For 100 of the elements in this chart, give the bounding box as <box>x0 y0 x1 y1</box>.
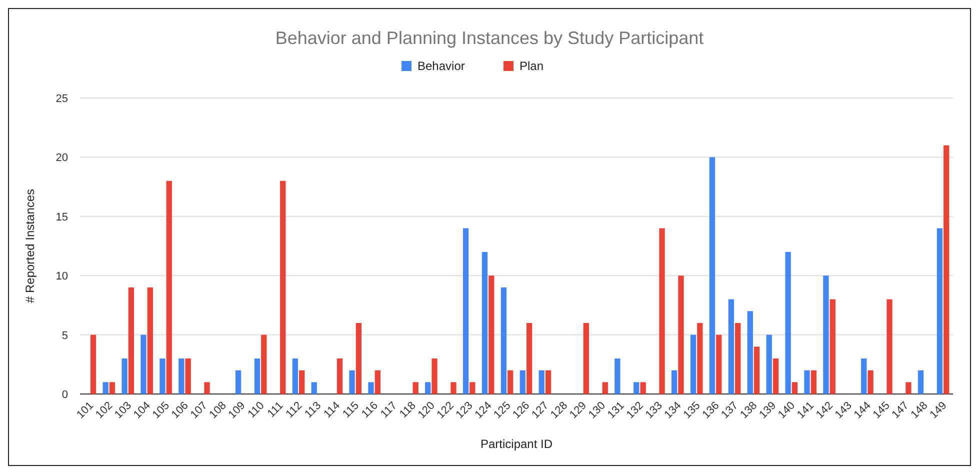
x-tick-label: 108 <box>207 400 229 422</box>
x-tick-label: 101 <box>74 400 96 422</box>
x-tick-label: 141 <box>795 400 816 422</box>
x-tick-label: 110 <box>246 400 267 421</box>
x-tick-label: 131 <box>605 400 627 422</box>
x-tick-label: 135 <box>681 400 703 422</box>
x-tick-label: 106 <box>169 400 191 422</box>
y-tick-label: 15 <box>56 211 68 224</box>
x-tick-label: 102 <box>94 400 116 422</box>
x-tick-label: 114 <box>322 400 343 421</box>
x-axis-title: Participant ID <box>480 437 553 451</box>
bar <box>671 370 678 394</box>
bar <box>785 252 791 394</box>
bar <box>861 358 867 394</box>
bar <box>109 382 116 394</box>
bar <box>292 358 298 394</box>
bar <box>90 334 96 394</box>
bar <box>602 382 608 394</box>
bar <box>462 228 469 394</box>
bar <box>830 299 836 394</box>
bar <box>792 382 798 394</box>
y-tick-label: 20 <box>56 152 68 164</box>
bar <box>311 382 317 394</box>
x-tick-label: 122 <box>434 400 456 422</box>
y-tick-label: 0 <box>62 389 68 401</box>
bar <box>728 299 734 394</box>
x-tick-label: 103 <box>112 400 134 422</box>
x-tick-label: 132 <box>624 400 646 422</box>
x-tick-label: 134 <box>662 400 684 422</box>
x-tick-label: 118 <box>397 400 418 421</box>
x-tick-label: 120 <box>416 400 438 422</box>
x-tick-label: 143 <box>832 400 854 422</box>
x-tick-label: 109 <box>226 400 248 422</box>
bar <box>810 370 817 394</box>
bar <box>178 358 184 394</box>
bar <box>412 382 418 394</box>
x-tick-label: 130 <box>586 400 608 422</box>
bar <box>526 322 532 394</box>
x-tick-label: 140 <box>776 400 798 422</box>
bar <box>280 180 286 394</box>
bar <box>254 358 260 394</box>
x-tick-label: 127 <box>530 400 552 422</box>
bar <box>185 358 191 394</box>
bar <box>349 370 355 394</box>
x-tick-label: 133 <box>643 400 665 422</box>
bar <box>640 382 646 394</box>
bar <box>520 370 526 394</box>
x-tick-label: 139 <box>757 400 779 422</box>
bar <box>500 287 507 394</box>
bar <box>868 370 874 394</box>
x-tick-label: 112 <box>284 400 305 421</box>
x-tick-label: 144 <box>852 400 874 422</box>
bar <box>936 228 943 394</box>
bar <box>160 358 166 394</box>
bar <box>235 370 242 394</box>
bar <box>886 299 892 394</box>
x-tick-label: 113 <box>302 400 324 421</box>
legend-label: Plan <box>520 59 544 73</box>
bar <box>823 276 829 394</box>
x-tick-label: 128 <box>548 400 570 422</box>
y-axis-title: # Reported Instances <box>23 188 37 304</box>
bar <box>754 346 760 394</box>
bar <box>538 370 544 394</box>
x-tick-label: 126 <box>510 400 532 422</box>
bar <box>147 287 153 394</box>
x-tick-label: 107 <box>188 400 210 422</box>
x-tick-label: 116 <box>360 400 380 421</box>
bar <box>166 180 172 394</box>
x-tick-label: 123 <box>454 400 476 422</box>
bar <box>583 322 590 394</box>
x-tick-label: 124 <box>472 400 494 422</box>
bar <box>482 252 488 394</box>
bar <box>128 287 134 394</box>
x-tick-label: 148 <box>908 400 930 422</box>
bar <box>204 382 210 394</box>
bar <box>735 322 741 394</box>
bar <box>368 382 374 394</box>
bar <box>470 382 476 394</box>
bar <box>261 334 267 394</box>
x-tick-label: 117 <box>378 400 400 421</box>
bar <box>906 382 912 394</box>
bar <box>102 382 108 394</box>
bar <box>432 358 438 394</box>
x-tick-label: 105 <box>150 400 172 422</box>
bar <box>614 358 620 394</box>
x-tick-label: 137 <box>719 400 741 422</box>
x-tick-label: 115 <box>340 400 362 421</box>
y-tick-label: 10 <box>56 270 68 283</box>
bar <box>508 370 514 394</box>
x-tick-label: 145 <box>870 400 892 422</box>
bar <box>659 228 665 394</box>
bar <box>425 382 431 394</box>
x-tick-label: 104 <box>131 400 153 422</box>
bar <box>918 370 924 394</box>
bar <box>488 276 494 394</box>
chart-title: Behavior and Planning Instances by Study Participant <box>275 28 704 48</box>
x-tick-label: 138 <box>738 400 760 422</box>
bar <box>356 322 362 394</box>
bar <box>140 334 146 394</box>
x-tick-label: 111 <box>265 400 286 420</box>
